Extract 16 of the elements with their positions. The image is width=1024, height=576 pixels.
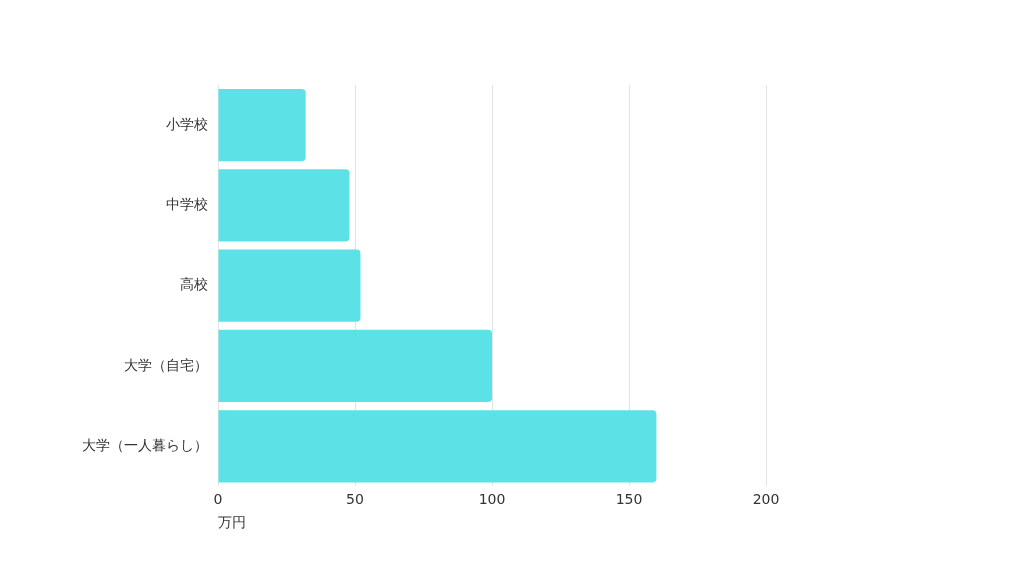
y-tick-label: 大学（自宅） — [124, 356, 208, 373]
x-axis-title: 万円 — [218, 514, 246, 531]
bar — [218, 249, 361, 322]
y-tick-label: 高校 — [180, 276, 208, 293]
y-tick-label: 小学校 — [166, 115, 208, 132]
y-tick-label: 中学校 — [166, 196, 208, 213]
bar — [218, 329, 492, 403]
x-tick-label: 100 — [478, 491, 506, 508]
x-tick-label: 200 — [752, 491, 780, 508]
bar — [218, 169, 350, 242]
x-tick-label: 150 — [615, 491, 643, 508]
bar — [218, 410, 657, 483]
x-tick-label: 0 — [213, 491, 223, 508]
x-tick-label: 50 — [346, 491, 364, 508]
bar — [218, 89, 306, 162]
y-tick-label: 大学（一人暮らし） — [82, 436, 208, 453]
